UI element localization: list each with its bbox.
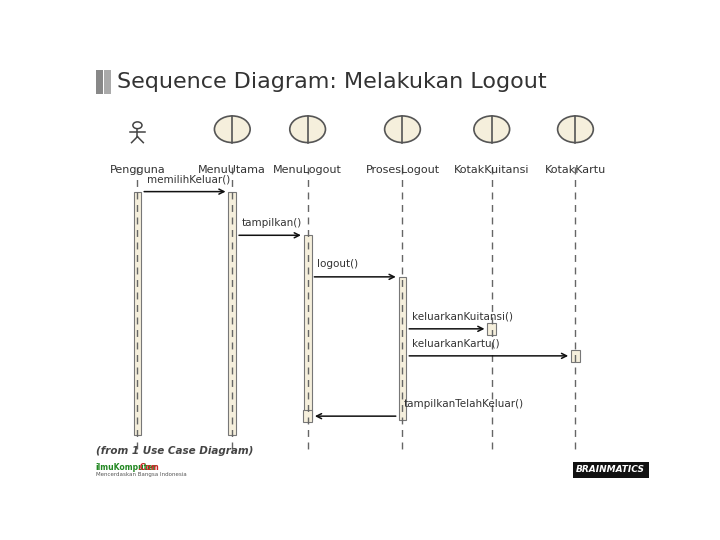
Bar bbox=[487, 323, 496, 335]
Text: MenuUtama: MenuUtama bbox=[198, 165, 266, 174]
Circle shape bbox=[215, 116, 250, 143]
Text: Mencerdaskan Bangsa Indonesia: Mencerdaskan Bangsa Indonesia bbox=[96, 472, 186, 477]
Text: tampilkanTelahKeluar(): tampilkanTelahKeluar() bbox=[404, 399, 524, 409]
Text: KotakKuitansi: KotakKuitansi bbox=[454, 165, 529, 174]
Text: Sequence Diagram: Melakukan Logout: Sequence Diagram: Melakukan Logout bbox=[117, 72, 546, 92]
Text: ilmuKomputer: ilmuKomputer bbox=[96, 463, 157, 472]
Text: memilihKeluar(): memilihKeluar() bbox=[147, 174, 230, 184]
Circle shape bbox=[557, 116, 593, 143]
Text: (from 1 Use Case Diagram): (from 1 Use Case Diagram) bbox=[96, 446, 253, 456]
Circle shape bbox=[384, 116, 420, 143]
Text: tampilkan(): tampilkan() bbox=[242, 218, 302, 228]
Circle shape bbox=[474, 116, 510, 143]
Text: KotakKartu: KotakKartu bbox=[545, 165, 606, 174]
Text: BRAINMATICS: BRAINMATICS bbox=[576, 465, 645, 474]
Bar bbox=[304, 235, 312, 420]
Bar bbox=[96, 70, 103, 94]
Circle shape bbox=[289, 116, 325, 143]
Bar bbox=[133, 192, 141, 435]
Bar bbox=[399, 277, 406, 420]
Text: MenuLogout: MenuLogout bbox=[273, 165, 342, 174]
Text: logout(): logout() bbox=[317, 259, 359, 269]
Text: Pengguna: Pengguna bbox=[109, 165, 166, 174]
Text: .Com: .Com bbox=[138, 463, 159, 472]
Bar bbox=[104, 70, 111, 94]
Text: keluarkanKartu(): keluarkanKartu() bbox=[412, 339, 500, 348]
Text: keluarkanKuitansi(): keluarkanKuitansi() bbox=[412, 312, 513, 321]
Bar bbox=[571, 350, 580, 362]
Text: ProsesLogout: ProsesLogout bbox=[366, 165, 439, 174]
Bar bbox=[303, 410, 312, 422]
Bar bbox=[228, 192, 236, 435]
